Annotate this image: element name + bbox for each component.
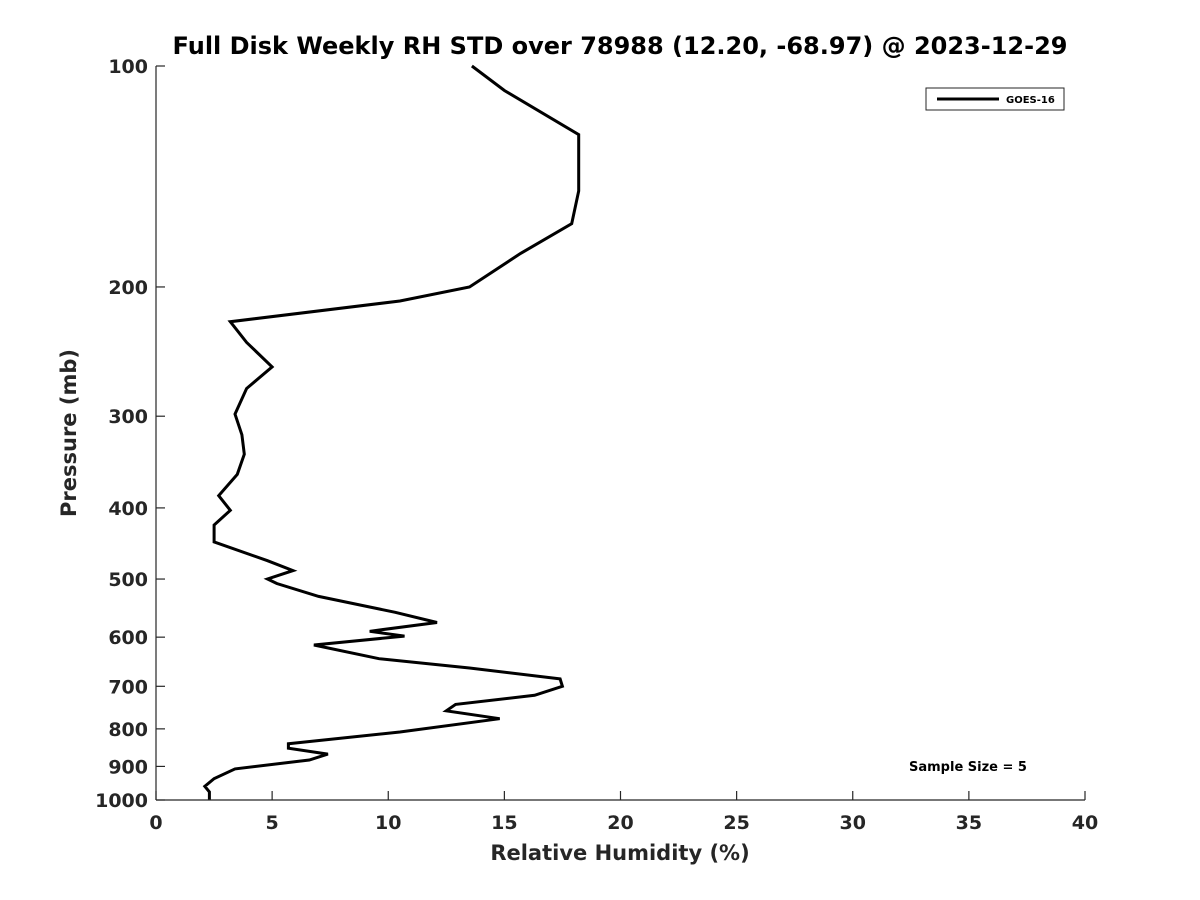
x-tick-label: 35 bbox=[956, 812, 982, 834]
y-axis: 100 200 300 400 500 600 700 800 900 1000 bbox=[95, 56, 165, 812]
y-tick-label: 500 bbox=[108, 569, 148, 591]
y-tick-label: 400 bbox=[108, 498, 148, 520]
y-tick-label: 600 bbox=[108, 627, 148, 649]
plot-area bbox=[202, 64, 581, 800]
legend: GOES-16 bbox=[925, 87, 1065, 111]
y-tick-label: 300 bbox=[108, 406, 148, 428]
x-tick-label: 15 bbox=[491, 812, 517, 834]
x-axis-label: Relative Humidity (%) bbox=[490, 841, 749, 865]
x-tick-label: 10 bbox=[375, 812, 401, 834]
y-tick-label: 200 bbox=[108, 277, 148, 299]
x-tick-label: 40 bbox=[1072, 812, 1098, 834]
x-tick-label: 0 bbox=[149, 812, 162, 834]
x-tick-label: 30 bbox=[840, 812, 866, 834]
chart-title: Full Disk Weekly RH STD over 78988 (12.2… bbox=[173, 32, 1068, 60]
y-tick-label: 700 bbox=[108, 676, 148, 698]
y-tick-label: 100 bbox=[108, 56, 148, 78]
series-line-goes-16 bbox=[202, 64, 581, 800]
x-axis: 0 5 10 15 20 25 30 35 40 bbox=[149, 791, 1098, 834]
legend-entry-goes-16: GOES-16 bbox=[1006, 95, 1055, 106]
y-tick-label: 800 bbox=[108, 719, 148, 741]
x-tick-label: 20 bbox=[607, 812, 633, 834]
sample-size-annotation: Sample Size = 5 bbox=[909, 760, 1027, 775]
x-tick-label: 5 bbox=[266, 812, 279, 834]
x-tick-label: 25 bbox=[723, 812, 749, 834]
y-tick-label: 900 bbox=[108, 756, 148, 778]
y-axis-label: Pressure (mb) bbox=[57, 349, 81, 517]
y-tick-label: 1000 bbox=[95, 790, 148, 812]
